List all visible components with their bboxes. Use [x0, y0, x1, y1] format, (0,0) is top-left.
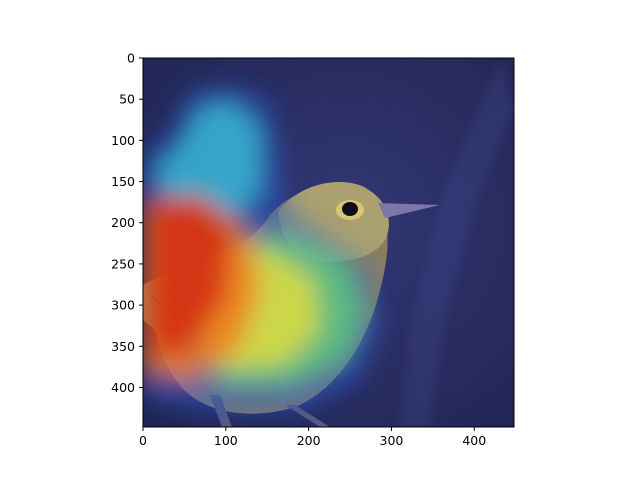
y-tick-label: 50 [119, 92, 135, 107]
y-tick-label: 350 [111, 339, 135, 354]
y-tick-label: 300 [111, 298, 135, 313]
bird-legs [210, 395, 330, 427]
x-tick-label: 300 [380, 433, 404, 448]
x-axis: 0 100 200 300 400 [139, 427, 486, 448]
bird-eye [342, 202, 358, 216]
bird-beak [378, 203, 440, 218]
x-tick-label: 0 [139, 433, 147, 448]
x-tick-label: 100 [214, 433, 238, 448]
heat-cyan [150, 100, 262, 215]
y-tick-label: 100 [111, 133, 135, 148]
y-axis: 0 50 100 150 200 250 300 350 400 [111, 51, 143, 395]
background-branch [400, 60, 514, 427]
heat-red [150, 198, 232, 355]
y-tick-label: 400 [111, 380, 135, 395]
y-tick-label: 0 [127, 51, 135, 66]
attention-heatmap [143, 85, 380, 415]
x-tick-label: 400 [462, 433, 486, 448]
y-tick-label: 200 [111, 215, 135, 230]
y-tick-label: 150 [111, 174, 135, 189]
axes-frame [142, 57, 515, 428]
y-tick-label: 250 [111, 256, 135, 271]
plot-area [143, 58, 514, 427]
x-tick-label: 200 [297, 433, 321, 448]
